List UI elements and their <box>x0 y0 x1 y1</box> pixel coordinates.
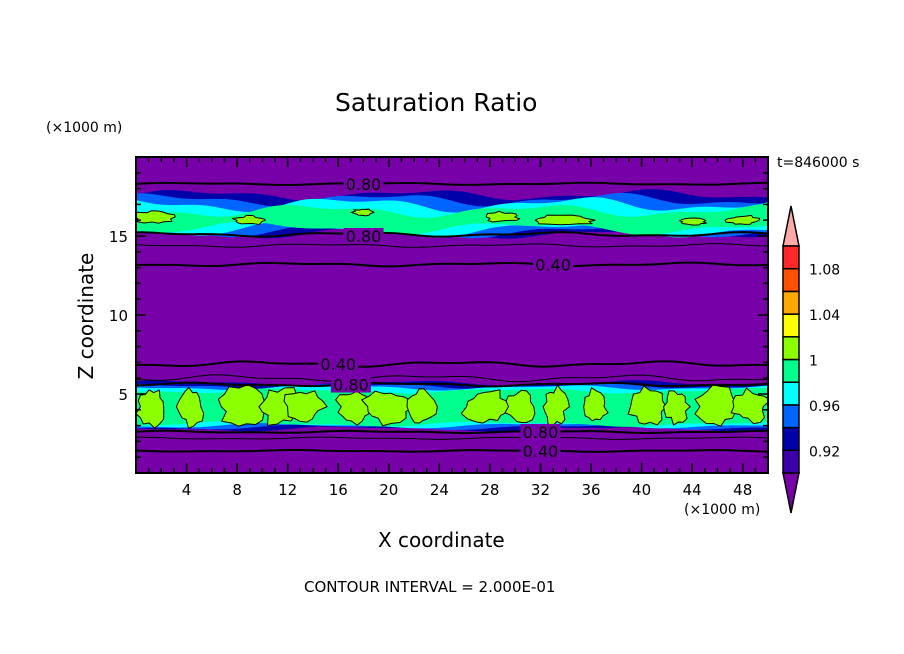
contour-interval-note: CONTOUR INTERVAL = 2.000E-01 <box>304 578 556 596</box>
colorbar-swatch <box>782 245 800 270</box>
x-axis-label: X coordinate <box>378 528 505 552</box>
colorbar-swatch <box>782 449 800 474</box>
colorbar-label: 0.96 <box>809 399 840 415</box>
contour-label-bg <box>520 423 561 440</box>
lower-supersat-blob <box>694 384 736 427</box>
contour-line <box>136 261 768 268</box>
y-axis-label: Z coordinate <box>74 252 98 380</box>
colorbar-label: 1.04 <box>809 308 840 324</box>
x-tick-label: 4 <box>182 481 192 499</box>
colorbar-swatch <box>782 267 800 293</box>
contour-line <box>136 429 768 435</box>
contour-label: 0.80 <box>333 376 369 395</box>
contour-line <box>136 448 768 453</box>
contour-label-bg <box>330 376 371 393</box>
x-tick-label: 36 <box>581 481 600 499</box>
x-tick-label: 44 <box>683 481 702 499</box>
contour-line <box>136 231 768 238</box>
contour-label: 0.80 <box>346 175 382 194</box>
lower-supersat-blob <box>504 389 536 424</box>
lower-supersat-blob <box>460 389 514 424</box>
contour-label-bg <box>318 355 359 372</box>
lower-supersat-blob <box>730 387 768 425</box>
upper-supersat-blob <box>678 217 707 226</box>
lower-supersat-blob <box>136 389 165 429</box>
colorbar-swatch <box>782 336 800 361</box>
upper-supersat-blob <box>349 208 375 217</box>
contour-label: 0.80 <box>346 227 382 246</box>
contour-line <box>136 243 768 248</box>
upper-band-1.00 <box>136 203 768 236</box>
lower-supersat-blob <box>627 385 667 426</box>
colorbar-swatch <box>782 313 800 338</box>
contour-label-bg <box>343 175 384 192</box>
lower-supersat-blob <box>360 390 416 427</box>
contour-label: 0.40 <box>535 255 571 274</box>
x-tick-label: 16 <box>329 481 348 499</box>
lower-supersat-blob <box>406 388 438 424</box>
colorbar-label: 0.92 <box>809 444 840 460</box>
contour-label: 0.80 <box>523 423 559 442</box>
y-tick-label: 15 <box>109 228 128 246</box>
lower-supersat-blob <box>175 386 205 430</box>
colorbar-label: 1.08 <box>809 263 840 279</box>
contour-line <box>136 381 768 388</box>
plot-layers: 0.800.800.400.400.800.800.40 <box>136 175 768 461</box>
x-tick-label: 12 <box>278 481 297 499</box>
colorbar-label: 1 <box>809 354 818 370</box>
x-tick-label: 20 <box>379 481 398 499</box>
x-tick-label: 32 <box>531 481 550 499</box>
x-unit-label: (×1000 m) <box>684 502 761 518</box>
contour-label-bg <box>520 442 561 459</box>
lower-supersat-blob <box>583 386 609 422</box>
contour-line <box>136 360 768 368</box>
contour-line <box>136 181 768 187</box>
time-label: t=846000 s <box>777 155 860 171</box>
upper-supersat-blob <box>136 210 176 224</box>
upper-supersat-blob <box>534 214 596 226</box>
colorbar-min-triangle <box>782 472 800 514</box>
y-tick-label: 5 <box>118 386 128 404</box>
lower-supersat-blob <box>217 384 265 427</box>
y-unit-label: (×1000 m) <box>46 120 123 136</box>
y-tick-label: 10 <box>109 307 128 325</box>
contour-label-bg <box>533 256 574 273</box>
colorbar-max-triangle <box>782 205 800 247</box>
colorbar-swatch <box>782 381 800 406</box>
x-tick-label: 24 <box>430 481 449 499</box>
lower-supersat-blob <box>663 390 691 426</box>
colorbar-swatch <box>782 290 800 315</box>
lower-supersat-blob <box>283 390 328 423</box>
contour-label: 0.40 <box>523 442 559 461</box>
contour-line <box>136 374 768 383</box>
contour-label: 0.40 <box>320 355 356 374</box>
chart-title: Saturation Ratio <box>335 88 538 117</box>
contour-label-bg <box>343 228 384 244</box>
upper-supersat-blob <box>724 214 761 225</box>
upper-supersat-blob <box>232 214 267 225</box>
x-tick-label: 28 <box>480 481 499 499</box>
x-tick-label: 8 <box>232 481 242 499</box>
colorbar-swatch <box>782 358 800 383</box>
lower-supersat-blob <box>542 383 571 427</box>
contour-line <box>136 436 768 440</box>
upper-supersat-blob <box>485 210 521 223</box>
x-tick-label: 48 <box>733 481 752 499</box>
x-tick-label: 40 <box>632 481 651 499</box>
colorbar-swatch <box>782 426 800 452</box>
colorbar-swatch <box>782 404 800 429</box>
